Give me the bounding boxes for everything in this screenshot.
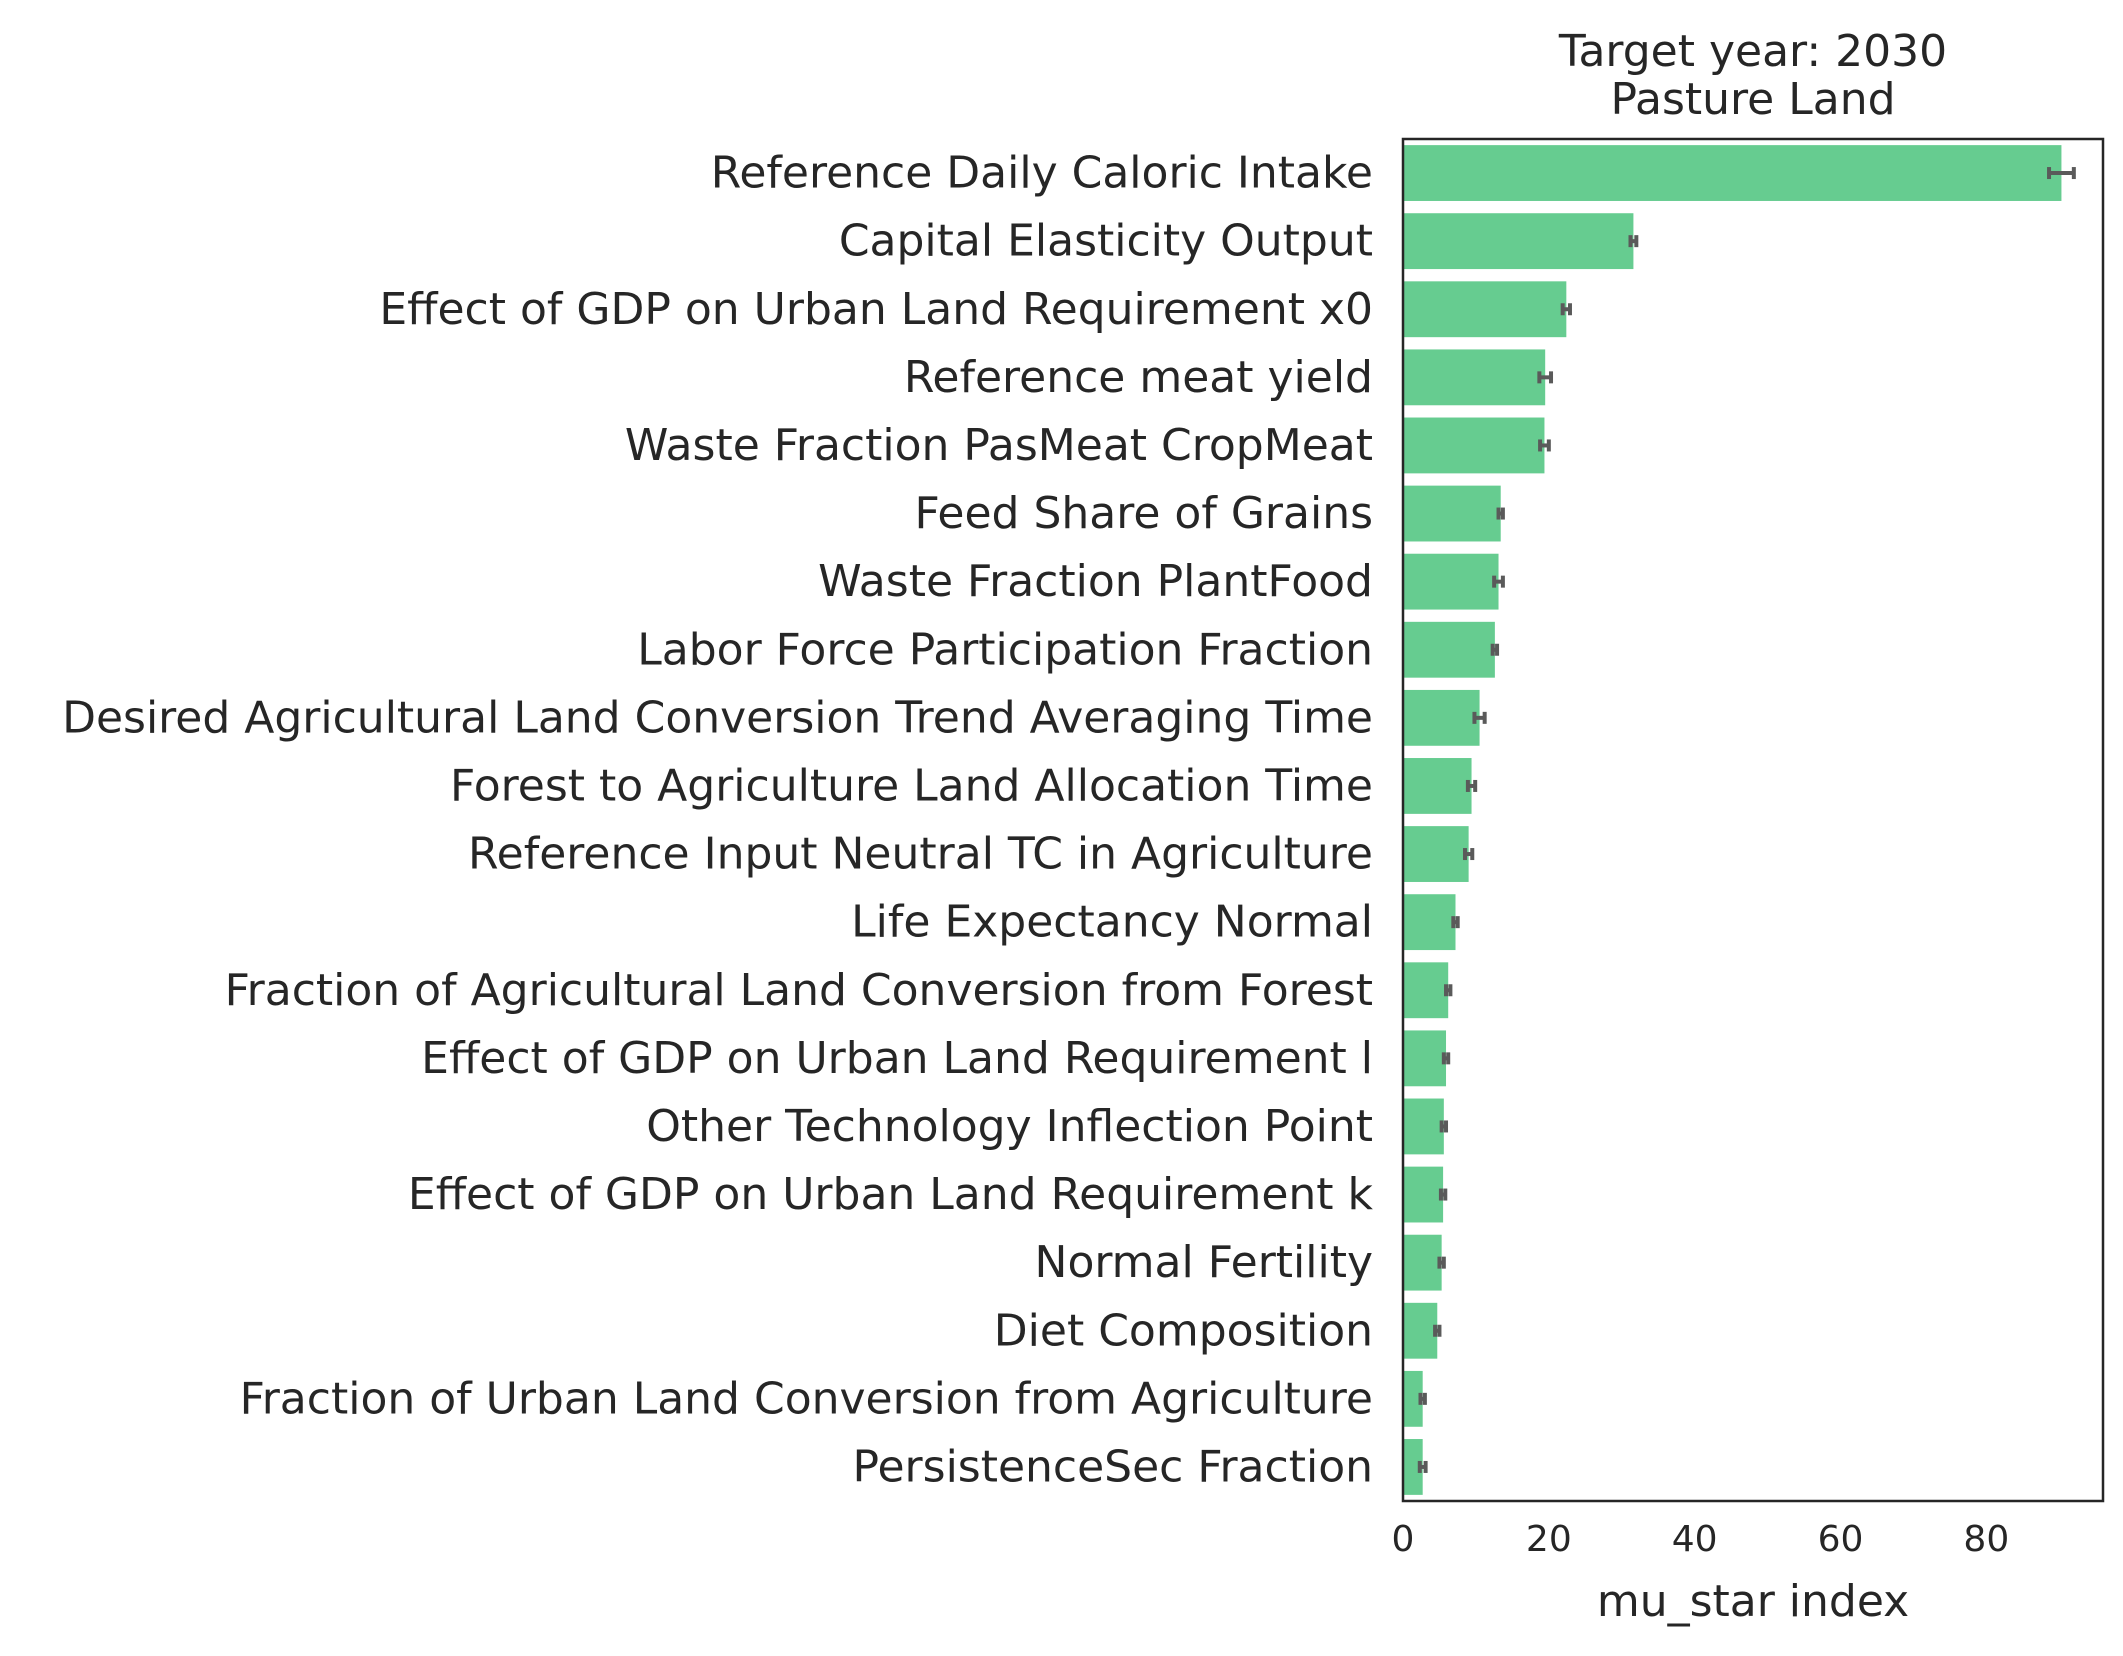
category-label: Desired Agricultural Land Conversion Tre… [62, 692, 1373, 743]
bar [1403, 1302, 1438, 1359]
plot-frame [1401, 137, 2105, 1503]
category-label: Other Technology Inflection Point [646, 1101, 1373, 1152]
bar [1403, 417, 1545, 474]
bar [1403, 553, 1499, 610]
category-label: Normal Fertility [1035, 1237, 1373, 1288]
bar [1403, 1030, 1447, 1087]
x-tick-label: 40 [1672, 1519, 1718, 1560]
bar [1403, 1370, 1423, 1427]
category-label: Fraction of Agricultural Land Conversion… [225, 965, 1373, 1016]
category-label: Labor Force Participation Fraction [637, 624, 1373, 675]
category-label: PersistenceSec Fraction [853, 1441, 1373, 1492]
bar [1403, 1439, 1423, 1495]
bar [1403, 349, 1546, 406]
category-label: Effect of GDP on Urban Land Requirement … [421, 1033, 1373, 1084]
category-label: Reference meat yield [904, 352, 1373, 403]
category-label: Reference Daily Caloric Intake [711, 148, 1373, 199]
chart-subtitle: Pasture Land [1610, 74, 1895, 125]
category-label: Fraction of Urban Land Conversion from A… [240, 1373, 1373, 1424]
bar [1403, 281, 1567, 338]
bar [1403, 485, 1501, 542]
category-label: Effect of GDP on Urban Land Requirement … [408, 1169, 1374, 1220]
x-tick-label: 60 [1818, 1519, 1864, 1560]
x-axis-title: mu_star index [1597, 1576, 1909, 1627]
x-tick-label: 20 [1526, 1519, 1572, 1560]
bar [1403, 1098, 1444, 1155]
category-label: Forest to Agriculture Land Allocation Ti… [450, 760, 1373, 811]
category-label: Feed Share of Grains [915, 488, 1374, 539]
x-tick-label: 80 [1963, 1519, 2009, 1560]
bar [1403, 758, 1472, 814]
category-label: Reference Input Neutral TC in Agricultur… [468, 829, 1373, 880]
bar [1403, 213, 1634, 270]
category-label: Waste Fraction PlantFood [818, 556, 1373, 607]
bar [1403, 1234, 1442, 1291]
bar [1403, 826, 1469, 882]
bar [1403, 145, 2062, 201]
category-label: Diet Composition [994, 1305, 1373, 1356]
x-tick-label: 0 [1392, 1519, 1415, 1560]
bar [1403, 1166, 1444, 1223]
category-label: Effect of GDP on Urban Land Requirement … [379, 284, 1373, 335]
category-label: Life Expectancy Normal [851, 897, 1373, 948]
category-label: Waste Fraction PasMeat CropMeat [625, 420, 1373, 471]
bar [1403, 621, 1495, 678]
bar [1403, 689, 1480, 746]
bar [1403, 962, 1449, 1019]
chart-title: Target year: 2030 [1558, 26, 1947, 77]
category-label: Capital Elasticity Output [839, 216, 1373, 267]
bar [1403, 894, 1456, 951]
